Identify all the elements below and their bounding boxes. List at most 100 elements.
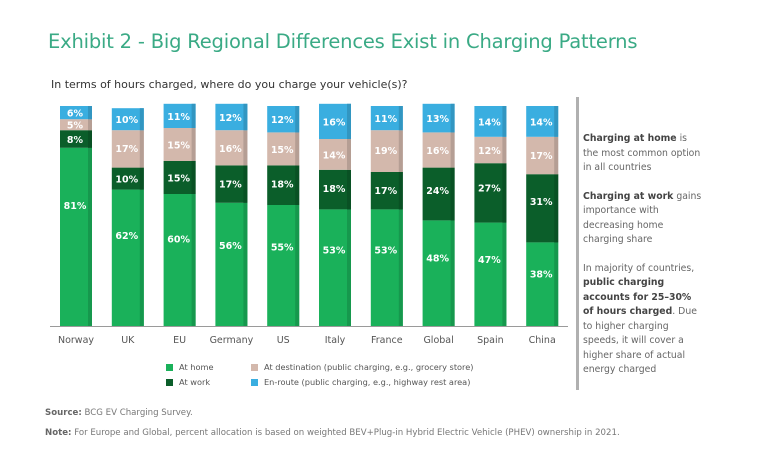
bar-segment-shade <box>554 106 559 137</box>
x-tick-label-italy: Italy <box>325 335 346 346</box>
x-tick-label-germany: Germany <box>210 335 254 346</box>
bar-segment-shade <box>554 136 559 175</box>
data-label: 14% <box>478 117 501 128</box>
legend-item-at-work: At work <box>166 377 210 387</box>
data-label: 17% <box>219 179 242 190</box>
bar-segment-shade <box>139 130 144 168</box>
bar-segment-shade <box>295 165 300 205</box>
bar-segment-us-at-work <box>267 165 300 205</box>
bar-segment-shade <box>347 209 351 326</box>
bar-segment-shade <box>398 209 403 326</box>
bar-segment-eu-en-route <box>163 103 196 128</box>
bar-segment-shade <box>502 136 507 164</box>
data-label: 10% <box>115 115 138 126</box>
bar-segment-shade <box>450 103 455 133</box>
note-work-text: gains importance with decreasing home ch… <box>583 190 702 246</box>
bar-segment-china-at-work <box>526 174 559 243</box>
bar-segment-china-at-home <box>526 242 559 326</box>
data-label: 13% <box>426 114 449 125</box>
bar-segment-us-at-home <box>267 205 300 326</box>
bar-segment-shade <box>398 130 403 172</box>
note-public-text: . Due to higher charging speeds, it will… <box>583 306 697 375</box>
bar-segment-shade <box>243 202 248 326</box>
bar-segment-shade <box>139 189 144 326</box>
bar-segment-shade <box>398 172 403 210</box>
bar-segment-shade <box>191 128 196 161</box>
data-label: 31% <box>530 197 553 208</box>
note-home: Charging at home is the most common opti… <box>583 132 703 176</box>
bar-segment-china-at-destination <box>526 136 559 175</box>
bar-segment-italy-at-home <box>319 209 351 326</box>
note-text: For Europe and Global, percent allocatio… <box>71 428 620 438</box>
note-home-bold: Charging at home <box>583 133 677 144</box>
bar-segment-us-at-destination <box>267 132 300 166</box>
data-label: 27% <box>478 184 501 195</box>
note-public: In majority of countries, public chargin… <box>583 262 703 378</box>
bar-segment-norway-at-home <box>60 147 92 326</box>
x-tick-label-uk: UK <box>121 335 135 346</box>
bar-segment-norway-at-destination <box>60 119 92 131</box>
bar-segment-uk-at-work <box>111 167 144 190</box>
bar-segment-shade <box>295 132 300 166</box>
data-label: 5% <box>67 121 84 132</box>
bar-segment-france-at-home <box>370 209 403 326</box>
note-label: Note: <box>45 428 72 438</box>
note-work: Charging at work gains importance with d… <box>583 190 703 248</box>
bar-segment-spain-at-home <box>474 222 507 326</box>
bar-segment-shade <box>243 130 248 166</box>
data-label: 14% <box>323 150 346 161</box>
legend-swatch <box>251 378 258 386</box>
bar-segment-shade <box>347 139 351 170</box>
legend-item-at-home: At home <box>166 362 213 372</box>
data-label: 16% <box>426 146 449 157</box>
data-label: 16% <box>219 144 242 155</box>
bar-segment-spain-at-destination <box>474 136 507 164</box>
bar-segment-france-at-destination <box>370 130 403 172</box>
note-line: Note: For Europe and Global, percent all… <box>45 428 620 438</box>
legend-item-at-destination: At destination (public charging, e.g., g… <box>251 362 473 372</box>
data-label: 15% <box>167 174 190 185</box>
source-label: Source: <box>45 408 82 418</box>
bar-segment-us-en-route <box>267 106 300 133</box>
bar-segment-spain-en-route <box>474 106 507 137</box>
data-label: 12% <box>478 146 501 157</box>
bar-segment-shade <box>450 220 455 326</box>
bar-segment-eu-at-home <box>163 194 196 326</box>
note-public-pre: In majority of countries, <box>583 262 695 274</box>
bar-segment-shade <box>347 103 351 139</box>
bar-segment-shade <box>450 167 455 221</box>
bar-segment-italy-at-destination <box>319 139 351 170</box>
bar-segment-uk-at-destination <box>111 130 144 168</box>
bar-segment-global-en-route <box>422 103 455 133</box>
legend-swatch <box>251 363 258 371</box>
x-tick-label-us: US <box>277 335 290 346</box>
data-label: 11% <box>167 112 190 123</box>
bar-segment-shade <box>450 132 455 168</box>
bar-segment-shade <box>243 165 248 203</box>
data-label: 10% <box>115 175 138 186</box>
data-label: 48% <box>426 254 449 265</box>
data-label: 12% <box>271 115 294 126</box>
bar-segment-italy-at-work <box>319 169 351 210</box>
data-label: 8% <box>67 135 84 146</box>
x-tick-label-france: France <box>371 335 403 346</box>
x-tick-labels: Norway UK EU Germany US Italy France Global Spai… <box>58 335 556 346</box>
stacked-bar-chart: 81% 8% 5%6% 62% 10% 17% 10% 60% 15% 15% 11% 56% 17% 1… <box>50 103 568 346</box>
bar-segment-eu-at-destination <box>163 128 196 161</box>
bar-segment-shade <box>347 169 351 210</box>
bar-segment-global-at-home <box>422 220 455 326</box>
bar-segment-germany-at-destination <box>215 130 248 166</box>
data-label: 15% <box>167 141 190 152</box>
data-label: 60% <box>167 234 190 245</box>
legend-swatch <box>166 378 173 386</box>
bar-segment-china-en-route <box>526 106 559 137</box>
data-label: 38% <box>530 269 553 280</box>
note-work-bold: Charging at work <box>583 190 674 202</box>
data-label: 81% <box>64 201 87 212</box>
data-label: 17% <box>374 186 397 197</box>
legend-label: At destination (public charging, e.g., g… <box>264 362 474 372</box>
data-label: 11% <box>374 114 397 125</box>
bar-segment-france-at-work <box>370 172 403 210</box>
legend-swatch <box>166 363 173 371</box>
bar-segment-shade <box>139 167 144 190</box>
